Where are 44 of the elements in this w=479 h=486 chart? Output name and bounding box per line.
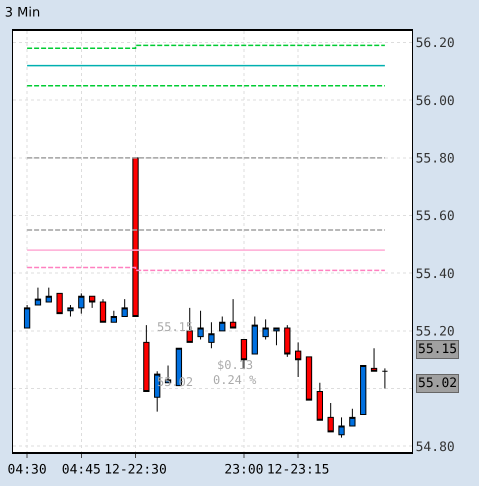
y-tick-label: 54.80 [416,440,455,455]
text: 55.15 [418,342,458,357]
candlestick [197,310,204,340]
x-tick-label: 12-22:30 [104,462,167,478]
candlestick [370,348,378,372]
candlestick [338,416,345,438]
y-tick-label: 55.20 [416,324,455,340]
y-tick-label: 55.80 [416,151,455,166]
candlestick [349,408,356,427]
x-tick-label: 23:00 [224,462,264,478]
candlestick [110,310,117,323]
candlestick [382,368,388,390]
candlestick [284,324,290,358]
x-tick-label: 12-23:15 [266,462,330,478]
text: 55.02 [418,376,458,391]
candlestick [34,287,42,306]
candlestick [306,356,312,401]
y-tick-label: 56.00 [416,94,455,109]
candlestick [273,328,280,346]
candlestick [24,304,30,329]
candlestick [360,364,366,416]
candlestick [252,316,258,354]
chart-title: 3 Min [4,5,40,20]
candlestick [295,342,302,378]
y-tick-label: 55.60 [416,209,455,224]
candlestick [328,402,334,432]
candlestick [208,322,215,349]
candlestick [143,324,150,392]
candlestick [316,382,323,421]
candlestick [67,304,74,317]
x-tick-label: 04:45 [62,462,101,478]
x-tick-label: 04:30 [8,462,47,478]
candlestick [262,318,269,340]
candlestick [78,292,84,314]
candlestick [122,298,128,317]
candlestick [100,298,106,323]
candlestick [56,292,63,314]
candlestick [46,287,52,303]
annotation: 0.24 % [213,373,258,387]
candlestick [88,296,96,308]
y-tick-label: 55.40 [416,266,455,282]
candlestick [219,316,226,332]
candlestick [230,298,236,329]
y-tick-label: 56.20 [416,36,455,52]
